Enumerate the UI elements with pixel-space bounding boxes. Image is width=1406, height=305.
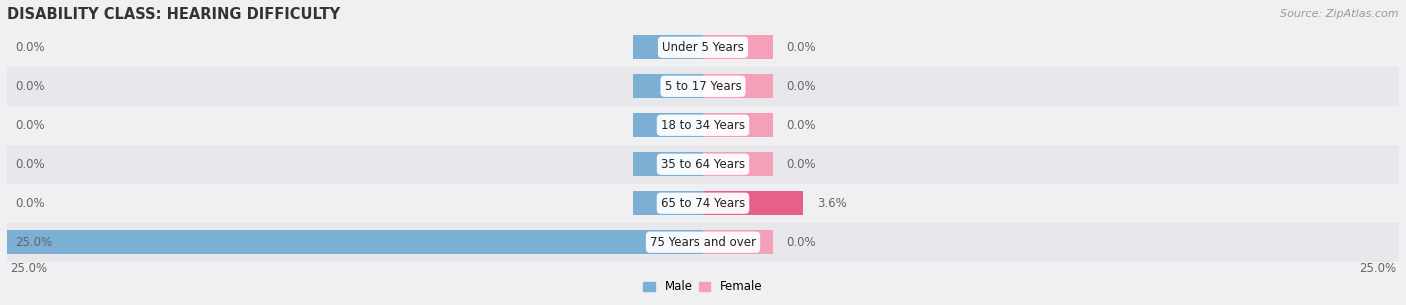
Text: 75 Years and over: 75 Years and over [650,236,756,249]
Bar [7,230,703,254]
Text: 65 to 74 Years: 65 to 74 Years [661,197,745,210]
Bar [7,28,1399,67]
Text: 5 to 17 Years: 5 to 17 Years [665,80,741,93]
Text: DISABILITY CLASS: HEARING DIFFICULTY: DISABILITY CLASS: HEARING DIFFICULTY [7,7,340,22]
Text: 0.0%: 0.0% [15,80,45,93]
Text: 25.0%: 25.0% [10,262,46,275]
Text: 0.0%: 0.0% [15,158,45,171]
Legend: Male, Female: Male, Female [638,275,768,298]
Bar [7,145,1399,184]
Text: 0.0%: 0.0% [786,236,815,249]
Bar [633,191,703,215]
Text: 35 to 64 Years: 35 to 64 Years [661,158,745,171]
Bar [7,67,1399,106]
Bar [7,223,1399,262]
Bar [633,113,703,137]
Text: 0.0%: 0.0% [786,158,815,171]
Bar [703,113,773,137]
Bar [633,35,703,59]
Text: 0.0%: 0.0% [15,197,45,210]
Bar [633,74,703,99]
Text: 0.0%: 0.0% [15,41,45,54]
Text: 3.6%: 3.6% [817,197,846,210]
Bar [703,230,773,254]
Text: 0.0%: 0.0% [786,119,815,132]
Bar [703,35,773,59]
Bar [703,74,773,99]
Bar [7,106,1399,145]
Bar [633,152,703,176]
Bar [703,191,803,215]
Text: 25.0%: 25.0% [15,236,52,249]
Text: 25.0%: 25.0% [1360,262,1396,275]
Text: 0.0%: 0.0% [15,119,45,132]
Bar [7,184,1399,223]
Text: Under 5 Years: Under 5 Years [662,41,744,54]
Text: 0.0%: 0.0% [786,41,815,54]
Text: 0.0%: 0.0% [786,80,815,93]
Text: 18 to 34 Years: 18 to 34 Years [661,119,745,132]
Bar [703,152,773,176]
Text: Source: ZipAtlas.com: Source: ZipAtlas.com [1281,9,1399,19]
